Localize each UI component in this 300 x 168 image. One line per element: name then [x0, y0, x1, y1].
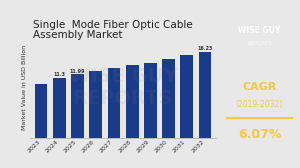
Text: Single  Mode Fiber Optic Cable: Single Mode Fiber Optic Cable — [33, 20, 193, 30]
Text: 16.23: 16.23 — [197, 46, 213, 51]
Bar — [71, 74, 84, 138]
Y-axis label: Market Value in USD Billion: Market Value in USD Billion — [22, 45, 27, 130]
Text: WISE GUY
REPORTS: WISE GUY REPORTS — [69, 67, 177, 108]
Bar — [34, 84, 47, 138]
Text: 11.3: 11.3 — [53, 72, 65, 77]
Bar — [89, 71, 102, 138]
Text: 6.07%: 6.07% — [238, 128, 281, 141]
Bar — [126, 65, 139, 138]
Bar — [144, 64, 157, 138]
Bar — [107, 68, 120, 138]
Bar — [53, 78, 66, 138]
Text: WISE GUY: WISE GUY — [238, 26, 281, 35]
Text: REPORTS: REPORTS — [247, 41, 272, 46]
Bar — [199, 52, 212, 138]
Text: Assembly Market: Assembly Market — [33, 30, 122, 40]
Text: CAGR: CAGR — [242, 82, 277, 92]
Bar — [162, 59, 175, 138]
Bar — [180, 55, 193, 138]
Text: (2019-2032): (2019-2032) — [236, 100, 283, 109]
Text: 11.99: 11.99 — [70, 69, 85, 74]
